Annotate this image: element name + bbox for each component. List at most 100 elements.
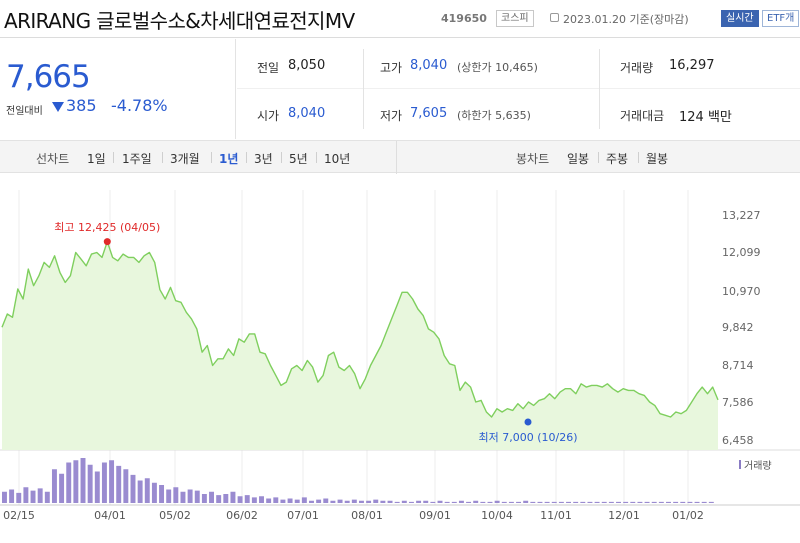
- volume-bar: [566, 501, 571, 503]
- volume-bar: [259, 496, 264, 503]
- stock-header: ARIRANG 글로벌수소&차세대연료전지MV 419650 코스피 2023.…: [0, 0, 800, 38]
- tab-3m[interactable]: 3개월: [170, 152, 200, 166]
- volume-bar: [330, 500, 336, 503]
- volume-bar: [287, 498, 293, 503]
- tab-1d[interactable]: 1일: [87, 152, 106, 166]
- volume-bar: [451, 501, 457, 503]
- market-badge[interactable]: 코스피: [496, 10, 534, 27]
- volume-bar: [480, 501, 486, 503]
- volume-bar: [687, 501, 693, 503]
- x-tick-label: 12/01: [608, 509, 640, 522]
- tab-3y[interactable]: 3년: [254, 152, 273, 166]
- volume-bar: [437, 500, 443, 503]
- volume-bar: [516, 501, 522, 503]
- current-price: 7,665: [6, 59, 91, 95]
- x-tick-label: 10/04: [481, 509, 513, 522]
- volume-bar: [373, 499, 379, 503]
- volume-bar: [551, 501, 557, 503]
- volume-bar: [408, 501, 414, 503]
- stats-divider: [599, 49, 600, 129]
- tab-separator: [246, 152, 247, 163]
- stock-code: 419650: [441, 12, 487, 25]
- open-value: 8,040: [288, 106, 326, 121]
- volume-bar: [201, 494, 207, 503]
- volume-bar: [116, 465, 122, 503]
- volume-bar: [166, 489, 172, 503]
- volume-bar: [473, 500, 479, 503]
- volume-bar: [466, 501, 472, 503]
- volume-bar: [458, 500, 464, 503]
- tab-10y[interactable]: 10년: [324, 152, 351, 166]
- volume-bar: [251, 497, 257, 503]
- volume-bar: [151, 482, 157, 503]
- volume-bar: [359, 500, 364, 503]
- y-tick-label: 8,714: [722, 359, 754, 372]
- tab-separator: [281, 152, 282, 163]
- volume-bar: [544, 501, 550, 503]
- x-tick-label: 05/02: [159, 509, 191, 522]
- volume-bar: [558, 501, 564, 503]
- amount-label: 거래대금: [620, 109, 665, 123]
- tab-1y[interactable]: 1년: [219, 152, 239, 166]
- x-tick-label: 07/01: [287, 509, 319, 522]
- price-box: 7,665 전일대비 385 -4.78%: [0, 39, 236, 139]
- lower-limit: (하한가 5,635): [457, 109, 531, 122]
- tab-1w[interactable]: 1주일: [122, 152, 152, 166]
- price-line: [1, 241, 719, 418]
- volume-bar: [30, 490, 36, 503]
- candle-chart-label: 봉차트: [516, 152, 550, 166]
- volume-bar: [16, 492, 22, 503]
- x-tick-label: 08/01: [351, 509, 383, 522]
- price-area: [2, 241, 718, 450]
- volume-bar: [109, 460, 115, 503]
- volume-bar: [144, 478, 150, 503]
- volume-bar: [601, 501, 607, 503]
- etf-badge[interactable]: ETF개: [762, 10, 800, 27]
- change-value: 385: [66, 96, 97, 115]
- volume-bar: [66, 462, 72, 503]
- volume-bar: [87, 464, 93, 503]
- volume-bar: [708, 501, 714, 503]
- volume-bar: [394, 501, 400, 503]
- change-percent: -4.78%: [111, 96, 168, 115]
- volume-bar: [651, 501, 657, 503]
- high-label: 고가: [380, 61, 403, 75]
- max-annotation: 최고 12,425 (04/05): [54, 221, 160, 234]
- volume-bar: [487, 501, 493, 503]
- tab-daily[interactable]: 일봉: [567, 152, 590, 166]
- prev-close-label: 전일: [257, 61, 280, 75]
- volume-bar: [309, 500, 314, 503]
- stock-title: ARIRANG 글로벌수소&차세대연료전지MV: [4, 9, 355, 33]
- volume-bar: [673, 501, 679, 503]
- volume-bar: [244, 495, 250, 503]
- tab-5y[interactable]: 5년: [289, 152, 308, 166]
- volume-bar: [366, 500, 372, 503]
- volume-bar: [301, 497, 307, 503]
- volume-bar: [416, 500, 422, 503]
- volume-bar: [280, 499, 286, 503]
- tab-monthly[interactable]: 월봉: [646, 152, 669, 166]
- tab-weekly[interactable]: 주봉: [606, 152, 629, 166]
- volume-bar: [230, 491, 236, 503]
- min-annotation: 최저 7,000 (10/26): [478, 431, 577, 444]
- volume-bar: [644, 501, 650, 503]
- volume-bar: [694, 501, 700, 503]
- volume-legend-label: 거래량: [744, 460, 772, 472]
- y-tick-label: 7,586: [722, 396, 754, 409]
- volume-bar: [658, 501, 664, 503]
- volume-bar: [423, 500, 429, 503]
- volume-bar: [23, 487, 29, 503]
- high-value: 8,040: [410, 58, 448, 73]
- volume-bar: [294, 499, 300, 503]
- volume-value: 16,297: [669, 58, 715, 73]
- volume-bar: [630, 501, 636, 503]
- y-tick-label: 6,458: [722, 434, 754, 447]
- volume-bar: [344, 500, 350, 503]
- volume-bar: [580, 501, 586, 503]
- realtime-badge[interactable]: 실시간: [721, 10, 759, 27]
- y-tick-label: 9,842: [722, 321, 754, 334]
- volume-bar: [137, 480, 143, 503]
- volume-bar: [44, 491, 50, 503]
- volume-bar: [159, 485, 165, 503]
